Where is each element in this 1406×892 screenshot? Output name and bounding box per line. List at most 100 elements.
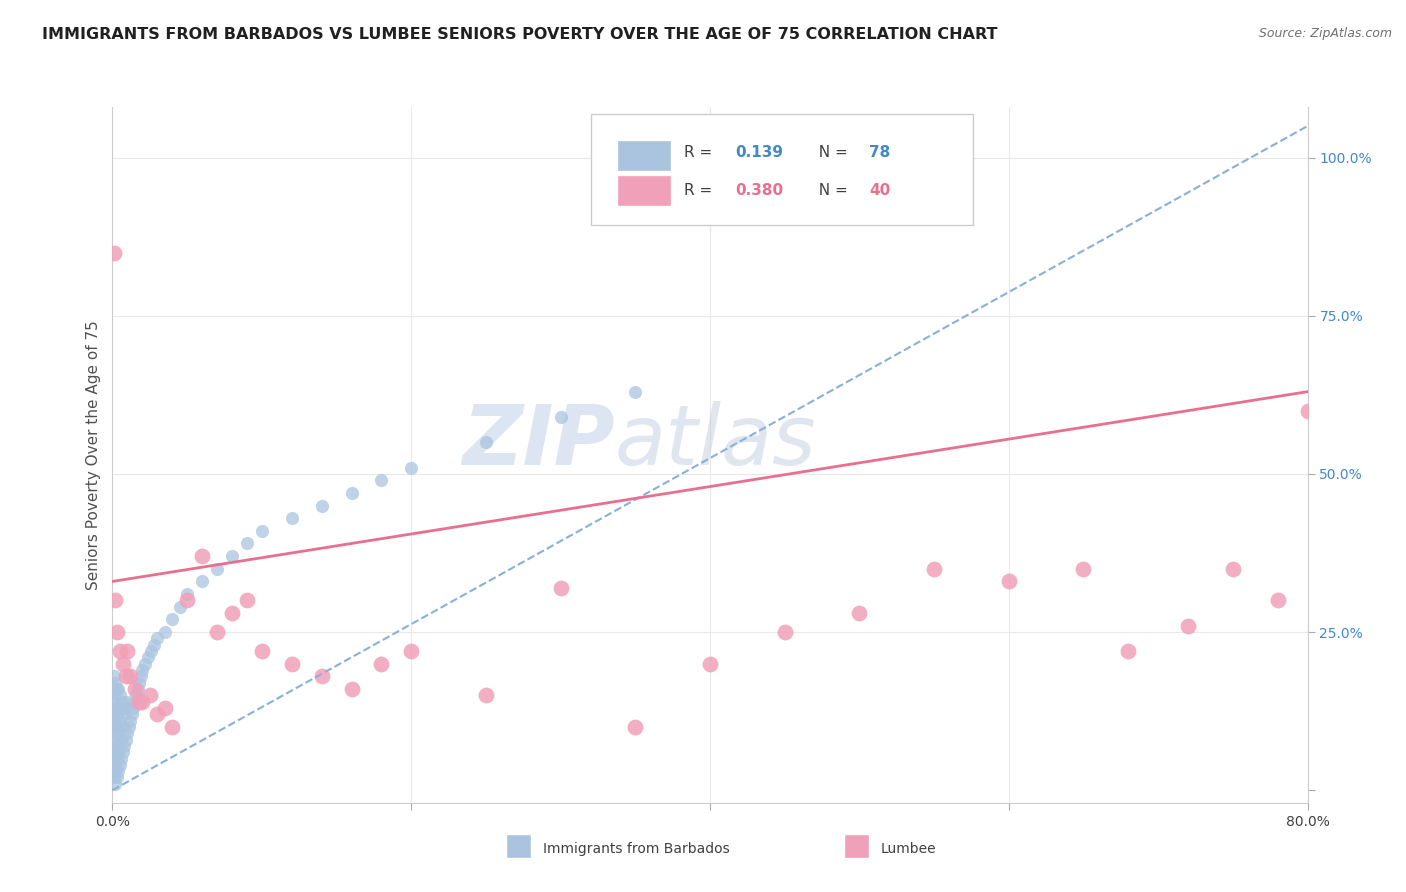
Point xyxy=(221,606,243,620)
Point xyxy=(124,695,146,709)
Point xyxy=(550,581,572,595)
Point xyxy=(134,657,156,671)
Point xyxy=(205,625,228,640)
Point xyxy=(143,638,166,652)
Point xyxy=(475,435,498,450)
Point xyxy=(125,688,148,702)
Text: ZIP: ZIP xyxy=(461,401,614,482)
Text: 0.380: 0.380 xyxy=(735,183,783,198)
Point xyxy=(146,707,169,722)
Point xyxy=(110,701,132,715)
Point xyxy=(340,681,363,696)
Point xyxy=(281,657,304,671)
Point xyxy=(120,714,142,728)
Point xyxy=(103,669,125,683)
Point xyxy=(624,720,647,734)
Point xyxy=(103,707,125,722)
Point xyxy=(107,764,129,779)
Point xyxy=(998,574,1021,589)
Point xyxy=(117,644,139,658)
Point xyxy=(311,499,333,513)
Point xyxy=(104,745,127,759)
Point xyxy=(169,599,191,614)
Point xyxy=(139,688,162,702)
Point xyxy=(773,625,796,640)
Text: IMMIGRANTS FROM BARBADOS VS LUMBEE SENIORS POVERTY OVER THE AGE OF 75 CORRELATIO: IMMIGRANTS FROM BARBADOS VS LUMBEE SENIO… xyxy=(42,27,998,42)
Point xyxy=(104,726,127,740)
Point xyxy=(114,739,135,753)
Point xyxy=(1118,644,1140,658)
Point xyxy=(176,593,198,607)
Point xyxy=(128,695,150,709)
Point xyxy=(153,701,176,715)
Point xyxy=(153,625,176,640)
FancyBboxPatch shape xyxy=(591,114,973,226)
Point xyxy=(122,701,145,715)
Point xyxy=(141,644,163,658)
Point xyxy=(115,669,138,683)
Text: N =: N = xyxy=(810,145,853,160)
Point xyxy=(104,688,127,702)
Point xyxy=(105,625,128,640)
Point xyxy=(1267,593,1289,607)
Point xyxy=(108,757,131,772)
Text: Immigrants from Barbados: Immigrants from Barbados xyxy=(543,842,730,856)
Text: R =: R = xyxy=(683,183,717,198)
Point xyxy=(117,695,139,709)
Point xyxy=(250,644,273,658)
Text: atlas: atlas xyxy=(614,401,815,482)
Point xyxy=(104,714,127,728)
Point xyxy=(121,707,143,722)
Point xyxy=(128,675,150,690)
Point xyxy=(401,644,423,658)
Point xyxy=(115,732,138,747)
Point xyxy=(108,644,131,658)
Text: 0.139: 0.139 xyxy=(735,145,783,160)
Point xyxy=(114,707,135,722)
Text: 78: 78 xyxy=(869,145,890,160)
Point xyxy=(107,745,129,759)
Point xyxy=(110,732,132,747)
Point xyxy=(370,473,392,487)
Bar xyxy=(617,140,671,171)
Point xyxy=(340,486,363,500)
Point xyxy=(104,701,127,715)
Point xyxy=(138,650,160,665)
Point xyxy=(146,632,169,646)
Point xyxy=(103,739,125,753)
Point xyxy=(104,593,127,607)
Point xyxy=(107,707,129,722)
Point xyxy=(176,587,198,601)
Point xyxy=(111,695,134,709)
Point xyxy=(250,524,273,538)
Point xyxy=(103,695,125,709)
Point xyxy=(105,681,128,696)
Point xyxy=(120,669,142,683)
Point xyxy=(922,562,945,576)
Point xyxy=(1177,618,1199,632)
Point xyxy=(191,574,214,589)
Point xyxy=(281,511,304,525)
Point xyxy=(236,593,259,607)
Point xyxy=(105,701,128,715)
Point xyxy=(104,777,127,791)
Point xyxy=(103,681,125,696)
Point xyxy=(105,751,128,765)
Point xyxy=(475,688,498,702)
Point xyxy=(105,771,128,785)
Point xyxy=(221,549,243,563)
Point xyxy=(108,714,131,728)
Bar xyxy=(617,175,671,206)
Point xyxy=(550,409,572,424)
Point xyxy=(162,720,183,734)
Point xyxy=(104,764,127,779)
Point xyxy=(111,745,134,759)
Point xyxy=(624,384,647,399)
Point xyxy=(848,606,870,620)
Y-axis label: Seniors Poverty Over the Age of 75: Seniors Poverty Over the Age of 75 xyxy=(86,320,101,590)
Point xyxy=(699,657,721,671)
Bar xyxy=(506,834,531,858)
Bar xyxy=(844,834,869,858)
Point xyxy=(108,688,131,702)
Point xyxy=(103,732,125,747)
